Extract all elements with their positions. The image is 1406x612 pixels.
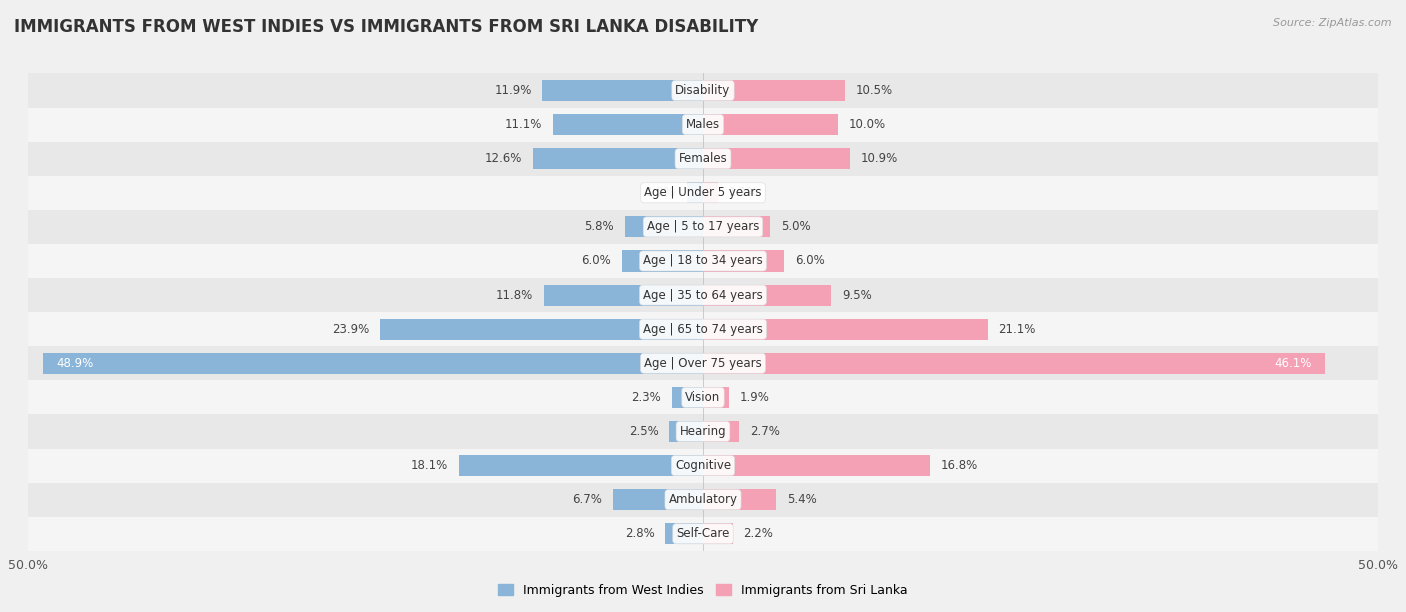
Bar (703, 353, 1326, 374)
Text: Males: Males (686, 118, 720, 131)
Text: 6.0%: 6.0% (582, 255, 612, 267)
Text: Age | 5 to 17 years: Age | 5 to 17 years (647, 220, 759, 233)
Bar (533, 148, 703, 170)
Text: 10.5%: 10.5% (855, 84, 893, 97)
Bar (44, 353, 703, 374)
Text: 46.1%: 46.1% (1274, 357, 1312, 370)
Bar (703, 216, 770, 237)
Bar (28, 278, 1378, 312)
Text: Cognitive: Cognitive (675, 459, 731, 472)
Text: 2.7%: 2.7% (751, 425, 780, 438)
Bar (28, 244, 1378, 278)
Text: 2.8%: 2.8% (624, 528, 654, 540)
Text: Source: ZipAtlas.com: Source: ZipAtlas.com (1274, 18, 1392, 28)
Text: 11.1%: 11.1% (505, 118, 543, 131)
Text: Age | Under 5 years: Age | Under 5 years (644, 186, 762, 200)
Bar (669, 421, 703, 442)
Text: Age | 18 to 34 years: Age | 18 to 34 years (643, 255, 763, 267)
Bar (28, 210, 1378, 244)
Text: Age | Over 75 years: Age | Over 75 years (644, 357, 762, 370)
Bar (703, 148, 851, 170)
Bar (28, 517, 1378, 551)
Text: Hearing: Hearing (679, 425, 727, 438)
Text: 6.7%: 6.7% (572, 493, 602, 506)
Bar (28, 414, 1378, 449)
Bar (28, 449, 1378, 483)
Bar (672, 387, 703, 408)
Bar (28, 483, 1378, 517)
Text: 48.9%: 48.9% (56, 357, 94, 370)
Bar (28, 176, 1378, 210)
Text: Vision: Vision (685, 391, 721, 404)
Bar (381, 319, 703, 340)
Bar (544, 285, 703, 305)
Text: Disability: Disability (675, 84, 731, 97)
Text: 5.8%: 5.8% (585, 220, 614, 233)
Text: 21.1%: 21.1% (998, 323, 1036, 335)
Bar (703, 319, 988, 340)
Bar (613, 489, 703, 510)
Text: 10.9%: 10.9% (860, 152, 898, 165)
Text: 5.4%: 5.4% (787, 493, 817, 506)
Bar (28, 73, 1378, 108)
Bar (703, 250, 785, 272)
Text: 1.2%: 1.2% (647, 186, 676, 200)
Bar (703, 114, 838, 135)
Bar (553, 114, 703, 135)
Text: 23.9%: 23.9% (332, 323, 370, 335)
Bar (703, 421, 740, 442)
Text: 12.6%: 12.6% (485, 152, 522, 165)
Bar (28, 346, 1378, 380)
Legend: Immigrants from West Indies, Immigrants from Sri Lanka: Immigrants from West Indies, Immigrants … (494, 579, 912, 602)
Bar (28, 141, 1378, 176)
Bar (703, 80, 845, 101)
Bar (703, 387, 728, 408)
Text: 2.5%: 2.5% (628, 425, 658, 438)
Text: Self-Care: Self-Care (676, 528, 730, 540)
Text: 2.2%: 2.2% (744, 528, 773, 540)
Bar (703, 285, 831, 305)
Bar (543, 80, 703, 101)
Text: 5.0%: 5.0% (782, 220, 811, 233)
Bar (28, 312, 1378, 346)
Bar (665, 523, 703, 544)
Text: Age | 65 to 74 years: Age | 65 to 74 years (643, 323, 763, 335)
Text: Ambulatory: Ambulatory (668, 493, 738, 506)
Bar (703, 455, 929, 476)
Text: Age | 35 to 64 years: Age | 35 to 64 years (643, 289, 763, 302)
Text: Females: Females (679, 152, 727, 165)
Text: 11.8%: 11.8% (496, 289, 533, 302)
Bar (28, 108, 1378, 141)
Bar (703, 489, 776, 510)
Bar (703, 523, 733, 544)
Text: 16.8%: 16.8% (941, 459, 977, 472)
Bar (703, 182, 718, 203)
Text: IMMIGRANTS FROM WEST INDIES VS IMMIGRANTS FROM SRI LANKA DISABILITY: IMMIGRANTS FROM WEST INDIES VS IMMIGRANT… (14, 18, 758, 36)
Text: 9.5%: 9.5% (842, 289, 872, 302)
Text: 1.9%: 1.9% (740, 391, 769, 404)
Text: 18.1%: 18.1% (411, 459, 449, 472)
Text: 11.9%: 11.9% (494, 84, 531, 97)
Bar (458, 455, 703, 476)
Text: 10.0%: 10.0% (849, 118, 886, 131)
Bar (28, 380, 1378, 414)
Text: 2.3%: 2.3% (631, 391, 661, 404)
Text: 1.1%: 1.1% (728, 186, 758, 200)
Text: 6.0%: 6.0% (794, 255, 824, 267)
Bar (624, 216, 703, 237)
Bar (621, 250, 703, 272)
Bar (686, 182, 703, 203)
